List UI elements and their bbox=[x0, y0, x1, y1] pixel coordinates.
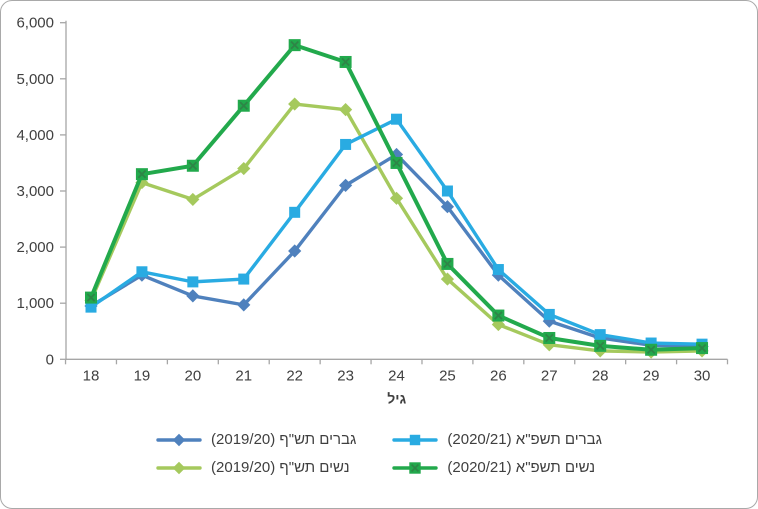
svg-text:0: 0 bbox=[46, 351, 54, 368]
legend-item-men-2019-20: גברים תש"ף (2019/20) bbox=[156, 431, 356, 448]
legend-marker-men-2020-21-icon bbox=[392, 432, 439, 448]
svg-text:18: 18 bbox=[83, 367, 100, 384]
legend-label-women-2019-20: נשים תש"ף (2019/20) bbox=[211, 459, 350, 476]
svg-text:2,000: 2,000 bbox=[16, 239, 54, 256]
svg-text:4,000: 4,000 bbox=[16, 127, 54, 144]
svg-text:29: 29 bbox=[643, 367, 660, 384]
svg-text:28: 28 bbox=[592, 367, 609, 384]
legend-item-men-2020-21: גברים תשפ"א (2020/21) bbox=[392, 431, 602, 448]
svg-text:1,000: 1,000 bbox=[16, 295, 54, 312]
legend-label-women-2020-21: נשים תשפ"א (2020/21) bbox=[447, 459, 596, 476]
svg-text:21: 21 bbox=[235, 367, 252, 384]
svg-text:23: 23 bbox=[337, 367, 354, 384]
svg-text:19: 19 bbox=[134, 367, 151, 384]
line-chart: 0 1,000 2,000 3,000 4,000 5,000 6,000 18 19 20 21 2… bbox=[16, 15, 729, 406]
legend-item-women-2020-21: נשים תשפ"א (2020/21) bbox=[392, 459, 602, 476]
legend-marker-men-2019-20-icon bbox=[156, 432, 202, 448]
legend-marker-women-2019-20-icon bbox=[156, 460, 202, 476]
legend-marker-women-2020-21-icon bbox=[392, 460, 439, 476]
svg-text:גיל: גיל bbox=[387, 390, 406, 406]
svg-text:24: 24 bbox=[388, 367, 405, 384]
legend-label-men-2020-21: גברים תשפ"א (2020/21) bbox=[447, 431, 602, 448]
svg-text:20: 20 bbox=[184, 367, 201, 384]
svg-text:25: 25 bbox=[439, 367, 456, 384]
svg-text:26: 26 bbox=[490, 367, 507, 384]
svg-text:6,000: 6,000 bbox=[16, 15, 54, 32]
svg-text:27: 27 bbox=[541, 367, 558, 384]
svg-text:5,000: 5,000 bbox=[16, 71, 54, 88]
svg-text:30: 30 bbox=[694, 367, 711, 384]
chart-legend: גברים תש"ף (2019/20) גברים תשפ"א (2020/2… bbox=[1, 431, 757, 476]
svg-text:22: 22 bbox=[286, 367, 303, 384]
legend-label-men-2019-20: גברים תש"ף (2019/20) bbox=[211, 431, 357, 448]
legend-item-women-2019-20: נשים תש"ף (2019/20) bbox=[156, 459, 356, 476]
svg-text:3,000: 3,000 bbox=[16, 183, 54, 200]
